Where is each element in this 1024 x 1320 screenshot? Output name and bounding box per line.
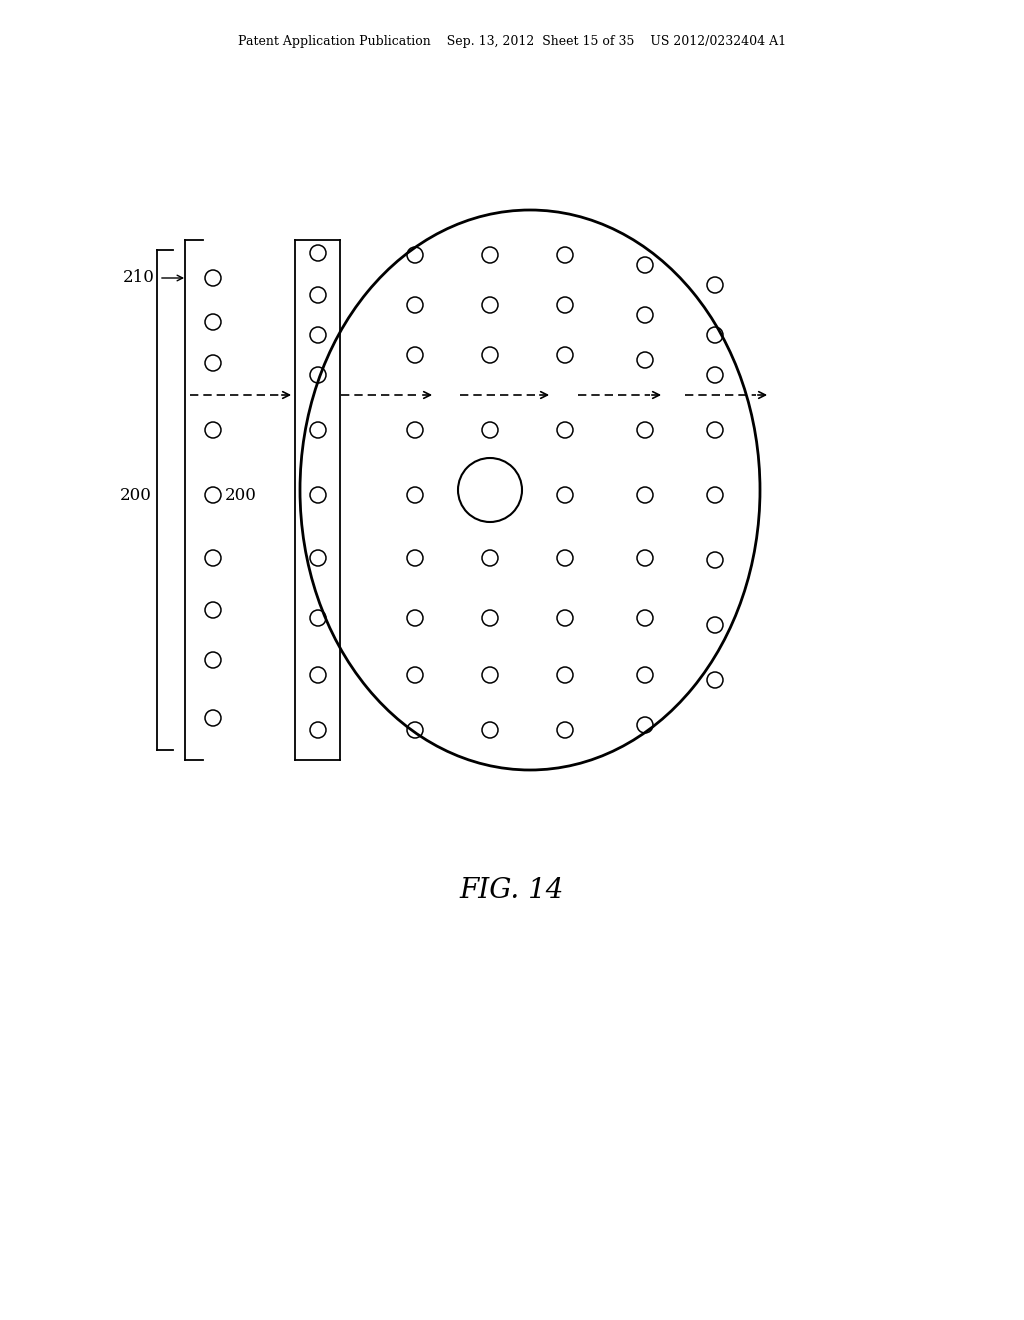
Text: Patent Application Publication    Sep. 13, 2012  Sheet 15 of 35    US 2012/02324: Patent Application Publication Sep. 13, … <box>238 36 786 49</box>
Text: 210: 210 <box>123 269 155 286</box>
Text: 200: 200 <box>120 487 152 503</box>
Text: FIG. 14: FIG. 14 <box>460 876 564 903</box>
Text: 200: 200 <box>225 487 257 503</box>
